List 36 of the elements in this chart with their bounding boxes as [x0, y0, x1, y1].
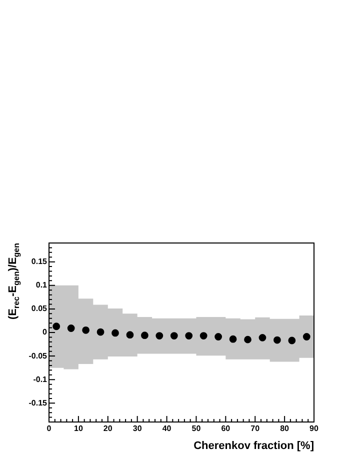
x-tick-label: 10 — [74, 424, 84, 434]
point — [185, 332, 193, 340]
point — [67, 324, 75, 332]
x-tick-label: 50 — [192, 424, 202, 434]
point — [170, 332, 178, 340]
y-tick-label: -0.1 — [33, 374, 48, 384]
x-tick-label: 70 — [250, 424, 260, 434]
x-tick-label: 40 — [162, 424, 172, 434]
x-axis-title: Cherenkov fraction [%] — [194, 440, 314, 452]
point — [214, 333, 222, 340]
point — [200, 332, 208, 340]
y-tick-label: 0.1 — [36, 280, 48, 290]
point — [156, 332, 164, 340]
y-tick-label: 0.15 — [31, 257, 48, 266]
point — [112, 329, 119, 337]
point — [244, 336, 252, 344]
x-tick-label: 20 — [103, 424, 113, 434]
point — [302, 333, 310, 340]
point — [258, 334, 266, 342]
point — [288, 336, 296, 344]
x-tick-label: 80 — [280, 424, 290, 434]
y-tick-label: 0 — [42, 328, 48, 337]
x-tick-label: 30 — [132, 424, 142, 434]
x-tick-label: 60 — [221, 424, 231, 434]
point — [229, 335, 237, 343]
point — [126, 331, 134, 339]
point — [82, 326, 90, 334]
y-tick-label: -0.15 — [28, 398, 48, 408]
y-tick-label: 0.05 — [31, 304, 48, 314]
point — [273, 336, 281, 344]
point — [52, 322, 60, 330]
x-tick-label: 90 — [310, 424, 319, 434]
point — [140, 332, 148, 340]
y-tick-label: -0.05 — [28, 351, 48, 360]
y-axis-title: (Erec-Egen)/Egen — [7, 242, 21, 320]
point — [96, 328, 104, 336]
